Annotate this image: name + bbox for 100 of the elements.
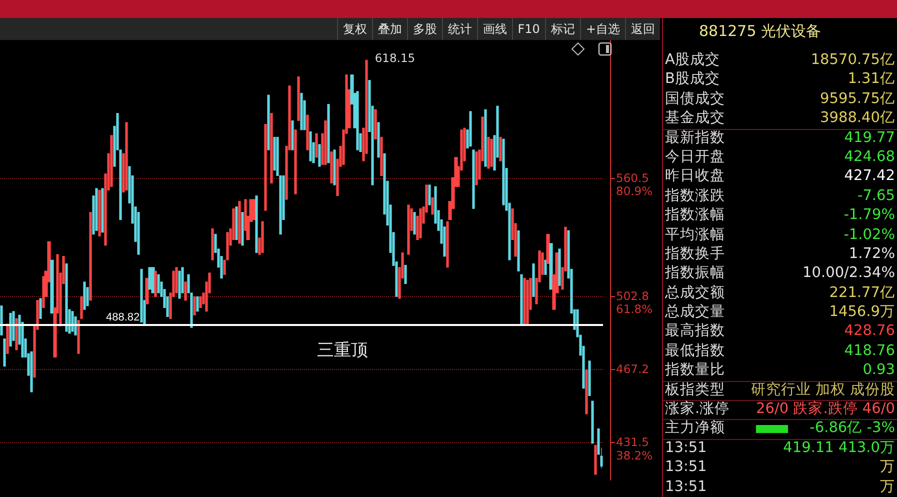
- candlestick: [377, 122, 380, 158]
- candlestick: [196, 296, 199, 312]
- text: 多股: [406, 18, 442, 40]
- candlestick: [125, 122, 128, 191]
- candlestick: [526, 280, 529, 324]
- candlestick: [588, 360, 591, 396]
- candlestick: [199, 296, 202, 308]
- candlestick: [39, 298, 42, 319]
- candlestick: [469, 111, 472, 147]
- candlestick: [407, 204, 410, 255]
- y-tick-label: 431.5: [616, 435, 649, 450]
- candlestick: [178, 270, 181, 299]
- candlestick: [80, 296, 83, 319]
- candlestick: [324, 120, 327, 165]
- annotation: 618.15: [374, 51, 416, 66]
- text: 最新指数 419.77: [665, 130, 895, 146]
- candlestick: [431, 197, 434, 214]
- candlestick: [255, 195, 258, 253]
- text: 涨家.涨停 26/0 跌家.跌停 46/0: [665, 401, 895, 418]
- candlestick: [591, 400, 594, 444]
- candlestick: [558, 248, 561, 286]
- candlestick: [264, 124, 267, 211]
- candlestick: [291, 120, 294, 150]
- candlestick: [517, 230, 520, 272]
- text: 国债成交 9595.75亿: [665, 90, 895, 107]
- text: 指数振幅 10.00/2.34%: [665, 265, 895, 282]
- candlestick: [544, 260, 547, 275]
- text: 总成交额 221.77亿: [665, 284, 895, 301]
- text: B股成交 1.31亿: [665, 71, 895, 88]
- text: 总成交量 1456.9万: [665, 304, 895, 320]
- candlestick: [154, 270, 157, 297]
- candlestick: [184, 282, 187, 301]
- ref-line-label: 488.82: [106, 311, 140, 324]
- annotation: 三重顶: [317, 340, 368, 360]
- candlestick: [193, 296, 196, 316]
- y2-tick-label: 61.8%: [616, 302, 653, 316]
- candlestick: [300, 92, 303, 130]
- text: 13:51 419.11 413.0万: [665, 440, 895, 456]
- candlestick: [110, 135, 113, 187]
- candlestick: [89, 212, 92, 301]
- candlestick: [77, 320, 80, 354]
- candlestick: [484, 109, 487, 167]
- y2-tick-label: 80.9%: [616, 184, 653, 198]
- text: 统计: [442, 18, 477, 40]
- text: 标记: [544, 18, 580, 40]
- candlestick: [585, 370, 588, 414]
- text: 昨日收盘 427.42: [665, 168, 895, 184]
- candlestick: [211, 228, 214, 260]
- text: 指数换手 1.72%: [665, 246, 895, 262]
- candlestick: [380, 136, 383, 176]
- candlestick: [404, 264, 407, 284]
- y-tick-label: 502.8: [616, 289, 649, 304]
- text: F10: [512, 18, 545, 40]
- text: 今日开盘 424.68: [665, 148, 895, 165]
- text: 基金成交 3988.40亿: [665, 110, 895, 126]
- candlestick: [419, 208, 422, 238]
- text: 最高指数 428.76: [665, 323, 895, 340]
- text: 叠加: [372, 18, 407, 40]
- candlestick: [318, 144, 321, 167]
- candlestick: [532, 263, 535, 297]
- candlestick: [549, 243, 553, 290]
- y-tick-label: 560.5: [616, 171, 649, 186]
- candlestick: [98, 190, 101, 236]
- candlestick: [490, 138, 493, 167]
- candlestick: [333, 150, 336, 186]
- text: +自选: [580, 18, 625, 40]
- candlestick: [472, 150, 475, 209]
- text: 最低指数 418.76: [665, 342, 895, 359]
- candlestick: [157, 274, 160, 294]
- text: 指数量比 0.93: [665, 362, 895, 378]
- candlestick: [71, 311, 74, 332]
- candlestick: [330, 151, 333, 184]
- text: 画线: [476, 18, 512, 40]
- candlestick: [95, 188, 98, 231]
- candlestick: [238, 200, 241, 244]
- candlestick: [235, 206, 238, 240]
- candlestick: [30, 351, 33, 392]
- candlestick: [413, 212, 416, 235]
- candlestick: [175, 267, 178, 294]
- candlestick: [0, 306, 3, 336]
- text: 返回: [625, 18, 660, 40]
- candlestick: [546, 234, 550, 264]
- candlestick: [523, 278, 526, 324]
- text: 指数涨幅 -1.79%: [665, 207, 895, 224]
- candlestick: [241, 212, 244, 246]
- candlestick: [594, 444, 597, 475]
- candlestick: [65, 263, 68, 332]
- y-tick-label: 467.2: [616, 362, 649, 376]
- candlestick: [428, 184, 431, 206]
- candlestick: [270, 112, 273, 184]
- text: 主力净额 -6.86亿 -3%: [665, 420, 895, 436]
- text: 指数涨跌 -7.65: [665, 188, 895, 204]
- candlestick: [83, 282, 86, 310]
- candlestick: [315, 133, 318, 158]
- candlestick: [356, 91, 359, 150]
- text: 881275 光伏设备: [698, 21, 822, 42]
- candlestick: [487, 136, 490, 169]
- text: 13:51 万: [665, 459, 895, 476]
- candlestick: [267, 94, 270, 150]
- candlestick: [297, 76, 300, 121]
